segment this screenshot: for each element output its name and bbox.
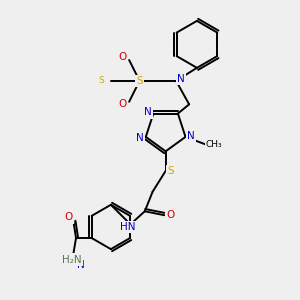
Text: O: O xyxy=(118,99,127,109)
Text: H: H xyxy=(67,254,74,264)
Text: N: N xyxy=(77,260,85,270)
Text: N: N xyxy=(177,74,185,84)
Text: H₂N: H₂N xyxy=(62,255,82,265)
Text: HN: HN xyxy=(120,222,136,232)
Text: O: O xyxy=(118,52,127,62)
Text: S: S xyxy=(136,76,143,86)
Text: O: O xyxy=(166,210,174,220)
Text: CH₃: CH₃ xyxy=(206,140,223,149)
Text: N: N xyxy=(144,107,152,117)
Text: N: N xyxy=(136,133,144,143)
Text: S: S xyxy=(168,166,174,176)
Text: O: O xyxy=(64,212,72,222)
Text: N: N xyxy=(188,130,195,141)
Text: S: S xyxy=(99,76,105,85)
